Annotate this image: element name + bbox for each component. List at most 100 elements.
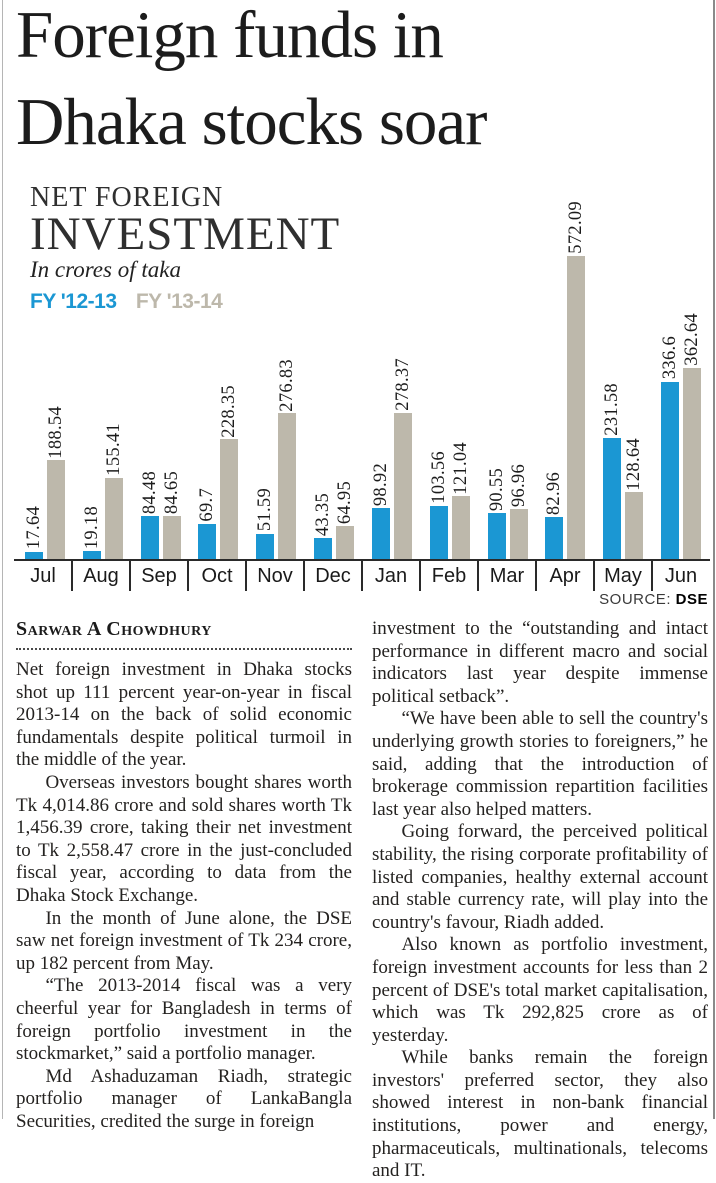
bar-value-label: 336.6 [660, 336, 681, 380]
bar-FY1314-aug [104, 478, 123, 561]
bar-column: 84.48 [140, 471, 160, 561]
month-label-jan: Jan [362, 561, 421, 592]
chart-subtitle: In crores of taka [30, 257, 181, 282]
bar-group-jan: 98.92 278.37 [363, 358, 421, 561]
bar-value-label: 98.92 [370, 463, 391, 507]
source-value: DSE [675, 591, 708, 608]
bar-group-feb: 103.56 121.04 [421, 442, 479, 561]
bar-group-mar: 90.55 96.96 [479, 464, 537, 561]
bar-group-jul: 17.64 188.54 [16, 406, 74, 561]
bar-FY1314-feb [451, 496, 470, 561]
month-label-feb: Feb [420, 561, 479, 592]
bar-value-label: 362.64 [682, 312, 703, 366]
bar-FY1213-jun [661, 381, 680, 561]
bar-FY1213-dec [314, 537, 333, 561]
bar-value-label: 82.96 [544, 471, 565, 515]
bar-FY1213-sep [140, 515, 159, 561]
bar-FY1213-feb [429, 505, 448, 561]
bar-value-label: 84.48 [139, 470, 160, 514]
bar-FY1213-may [603, 437, 622, 561]
bar-value-label: 51.59 [255, 488, 276, 532]
bar-value-label: 84.65 [161, 470, 182, 514]
bar-column: 51.59 [255, 488, 275, 561]
article-paragraph: “The 2013-2014 fiscal was a very cheerfu… [16, 975, 352, 1065]
bar-column: 128.64 [624, 438, 644, 561]
bar-FY1213-mar [487, 512, 506, 561]
source-label: SOURCE: [599, 591, 671, 608]
bar-FY1314-apr [567, 256, 586, 561]
month-label-mar: Mar [478, 561, 537, 592]
headline: Foreign funds in Dhaka stocks soar [16, 0, 706, 166]
article-paragraph: Also known as portfolio investment, fore… [372, 934, 708, 1046]
bar-column: 64.95 [335, 481, 355, 561]
legend-item-fy12-13: FY '12-13 [30, 290, 117, 313]
bar-value-label: 231.58 [602, 382, 623, 436]
bar-column: 17.64 [24, 506, 44, 561]
bar-value-label: 228.35 [219, 384, 240, 438]
bar-value-label: 69.7 [197, 488, 218, 522]
bar-column: 278.37 [393, 358, 413, 561]
bar-column: 572.09 [566, 201, 586, 561]
chart-title: INVESTMENT [30, 208, 341, 260]
bar-group-dec: 43.35 64.95 [305, 481, 363, 561]
bar-group-apr: 82.96 572.09 [537, 201, 595, 561]
right-column-rule [713, 0, 715, 1119]
bar-column: 121.04 [451, 442, 471, 561]
chart-header: NET FOREIGN INVESTMENT In crores of taka… [30, 183, 340, 314]
bar-group-oct: 69.7 228.35 [190, 385, 248, 561]
bar-column: 82.96 [544, 472, 564, 561]
chart-source: SOURCE: DSE [599, 591, 708, 608]
bar-FY1314-sep [162, 515, 181, 561]
bar-FY1213-nov [256, 533, 275, 561]
headline-line-1: Foreign funds in [16, 0, 444, 72]
bar-value-label: 96.96 [508, 464, 529, 508]
bar-FY1314-dec [336, 526, 355, 561]
bar-FY1213-apr [545, 516, 564, 561]
article-paragraph: “We have been able to sell the country's… [372, 708, 708, 820]
bar-FY1314-jan [393, 412, 412, 561]
month-label-jul: Jul [14, 561, 73, 592]
article-paragraph: While banks remain the foreign investors… [372, 1047, 708, 1182]
bar-column: 362.64 [682, 313, 702, 561]
bar-FY1314-nov [278, 413, 297, 561]
bar-FY1314-oct [220, 439, 239, 561]
month-label-may: May [594, 561, 653, 592]
bar-column: 96.96 [509, 464, 529, 561]
bar-FY1213-jul [24, 551, 43, 561]
bar-column: 336.6 [660, 336, 680, 561]
bar-group-may: 231.58 128.64 [594, 383, 652, 561]
month-label-nov: Nov [246, 561, 305, 592]
bar-value-label: 188.54 [45, 405, 66, 459]
bar-value-label: 17.64 [23, 506, 44, 550]
bar-FY1314-jul [46, 460, 65, 561]
bar-value-label: 572.09 [566, 201, 587, 254]
bar-value-label: 128.64 [624, 437, 645, 491]
bar-value-label: 278.37 [392, 357, 413, 411]
bar-FY1314-jun [683, 367, 702, 561]
x-axis-line [14, 559, 710, 561]
bar-column: 19.18 [82, 506, 102, 561]
bar-FY1314-mar [509, 509, 528, 561]
chart-kicker: NET FOREIGN [30, 182, 224, 213]
month-label-apr: Apr [536, 561, 595, 592]
chart-legend: FY '12-13 FY '13-14 [30, 290, 340, 314]
byline-divider [16, 648, 352, 650]
bar-FY1213-aug [82, 550, 101, 561]
article-paragraph: Overseas investors bought shares worth T… [16, 771, 352, 906]
bar-column: 155.41 [104, 423, 124, 561]
bar-column: 69.7 [197, 488, 217, 561]
bar-column: 231.58 [602, 383, 622, 561]
month-label-aug: Aug [72, 561, 131, 592]
bar-value-label: 103.56 [428, 451, 449, 504]
headline-line-2: Dhaka stocks soar [16, 85, 487, 159]
month-label-jun: Jun [664, 565, 698, 587]
article-column-right: investment to the “outstanding and intac… [372, 618, 708, 1183]
article-paragraph: Md Ashaduzaman Riadh, strategic portfoli… [16, 1065, 352, 1132]
byline: Sarwar A Chowdhury [16, 618, 212, 640]
article-paragraph: In the month of June alone, the DSE saw … [16, 907, 352, 974]
bar-value-label: 276.83 [277, 358, 298, 412]
bar-FY1213-oct [198, 523, 217, 561]
bar-value-label: 155.41 [103, 423, 124, 477]
article-paragraph: investment to the “outstanding and intac… [372, 618, 708, 707]
bar-group-sep: 84.48 84.65 [132, 471, 190, 561]
